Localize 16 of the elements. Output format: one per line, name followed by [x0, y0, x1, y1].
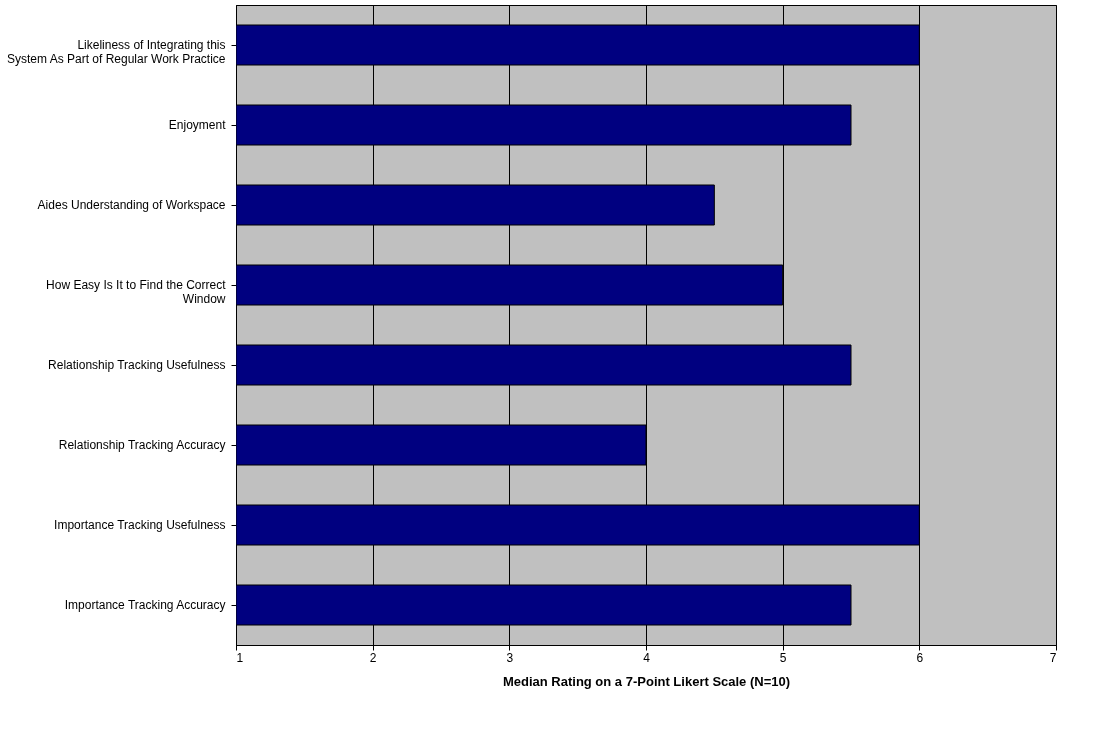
x-tick-label: 7 [1049, 650, 1057, 665]
y-tick-label: Relationship Tracking Accuracy [58, 438, 226, 452]
y-tick-label: Likeliness of Integrating this System As Part of Regular Work Practice [6, 38, 226, 66]
y-tick-label: Importance Tracking Usefulness [54, 518, 226, 532]
x-tick-label: 1 [236, 650, 244, 665]
x-tick-label: 6 [916, 650, 924, 665]
y-tick-label: How Easy Is It to Find the Correct Window [46, 278, 227, 306]
x-tick-label: 2 [369, 650, 377, 665]
y-tick-label: Relationship Tracking Usefulness [48, 358, 226, 372]
x-tick-label: 4 [643, 650, 651, 665]
y-tick-label: Aides Understanding of Workspace [37, 198, 226, 212]
x-tick-label: 3 [506, 650, 514, 665]
y-tick-label: Enjoyment [168, 118, 227, 132]
y-tick-label: Importance Tracking Accuracy [64, 598, 226, 612]
x-axis-title: Median Rating on a 7-Point Likert Scale (N=10) [502, 673, 791, 689]
x-tick-label: 5 [779, 650, 787, 665]
